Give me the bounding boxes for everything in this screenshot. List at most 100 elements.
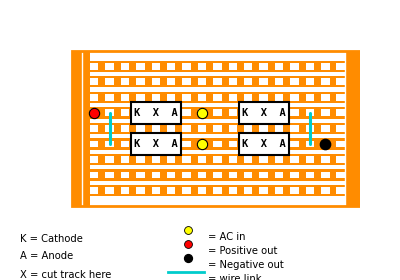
Bar [259, 156, 268, 163]
Bar [90, 138, 344, 150]
Point [185, 255, 191, 260]
Bar [198, 187, 206, 194]
Bar [182, 141, 191, 148]
Bar [336, 141, 345, 148]
Bar [152, 156, 160, 163]
Bar [321, 141, 330, 148]
Bar [244, 94, 252, 101]
Bar [275, 187, 283, 194]
Bar [321, 63, 330, 70]
Bar [136, 156, 144, 163]
Bar [182, 156, 191, 163]
Bar [121, 78, 129, 85]
Bar [90, 107, 344, 118]
Text: K = Cathode: K = Cathode [20, 234, 83, 244]
Bar [306, 109, 314, 116]
Bar [321, 156, 330, 163]
Bar [336, 187, 345, 194]
Text: = Negative out: = Negative out [208, 260, 284, 270]
Bar [131, 102, 181, 124]
Bar [238, 133, 289, 155]
Bar [167, 141, 176, 148]
Bar [306, 125, 314, 132]
Bar [121, 125, 129, 132]
Bar [90, 61, 344, 72]
Bar [121, 63, 129, 70]
Bar [72, 51, 363, 206]
Bar [198, 125, 206, 132]
Bar [259, 63, 268, 70]
Bar [336, 109, 345, 116]
Bar [213, 109, 222, 116]
Bar [228, 125, 237, 132]
Point [91, 111, 97, 115]
Bar [321, 109, 330, 116]
Bar [336, 125, 345, 132]
Bar [275, 125, 283, 132]
Text: = AC in: = AC in [208, 232, 246, 242]
Bar [321, 187, 330, 194]
Bar [244, 109, 252, 116]
Bar [244, 125, 252, 132]
Bar [182, 94, 191, 101]
Bar [90, 141, 98, 148]
Bar [259, 187, 268, 194]
Bar [259, 109, 268, 116]
Bar [213, 156, 222, 163]
Bar [275, 94, 283, 101]
Bar [167, 156, 176, 163]
Bar [306, 172, 314, 178]
Bar [152, 172, 160, 178]
Bar [290, 63, 299, 70]
Bar [275, 63, 283, 70]
Bar [121, 156, 129, 163]
Bar [90, 76, 344, 87]
Bar [228, 63, 237, 70]
Bar [121, 94, 129, 101]
Bar [213, 172, 222, 178]
Bar [275, 78, 283, 85]
Bar [136, 172, 144, 178]
Bar [306, 141, 314, 148]
Bar [213, 141, 222, 148]
Bar [152, 187, 160, 194]
Bar [90, 154, 344, 165]
Bar [290, 187, 299, 194]
Bar [90, 123, 344, 134]
Bar [228, 141, 237, 148]
Bar [321, 94, 330, 101]
Bar [90, 169, 344, 181]
Bar [198, 63, 206, 70]
Bar [90, 94, 98, 101]
Bar [167, 94, 176, 101]
Bar [105, 78, 114, 85]
Bar [121, 172, 129, 178]
Bar [90, 78, 98, 85]
Bar [336, 156, 345, 163]
Bar [121, 187, 129, 194]
Bar [167, 172, 176, 178]
Point [322, 142, 328, 146]
Bar [259, 78, 268, 85]
Bar [105, 187, 114, 194]
Bar [105, 109, 114, 116]
Bar [244, 78, 252, 85]
Bar [259, 141, 268, 148]
Bar [259, 94, 268, 101]
Text: = Positive out: = Positive out [208, 246, 277, 256]
Bar [90, 109, 98, 116]
Bar [182, 125, 191, 132]
Bar [105, 141, 114, 148]
Bar [152, 141, 160, 148]
Bar [290, 156, 299, 163]
Bar [136, 63, 144, 70]
Bar [275, 141, 283, 148]
Bar [336, 63, 345, 70]
Text: K  X  A: K X A [134, 139, 178, 149]
Text: K  X  A: K X A [242, 108, 286, 118]
Bar [182, 187, 191, 194]
Bar [72, 51, 363, 206]
Bar [136, 141, 144, 148]
Bar [306, 187, 314, 194]
Bar [275, 109, 283, 116]
